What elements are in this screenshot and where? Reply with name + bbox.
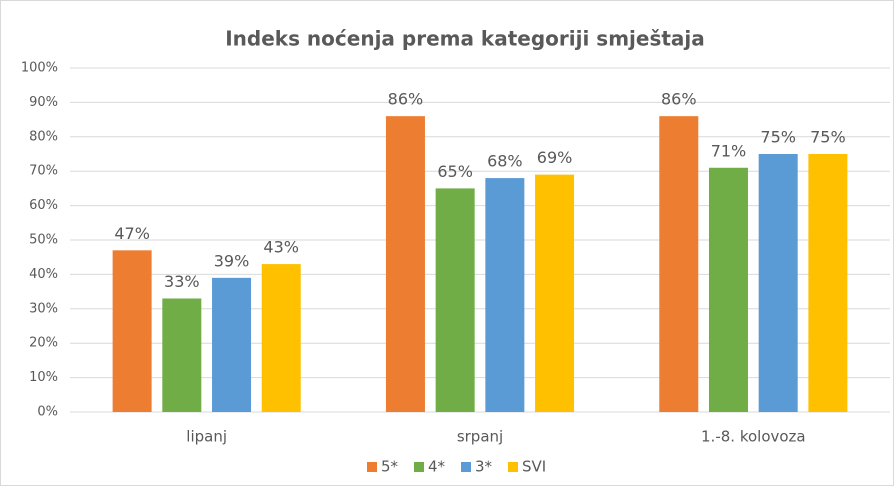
legend-swatch <box>414 462 424 472</box>
y-tick-label: 40% <box>29 267 58 282</box>
bar <box>485 178 525 412</box>
y-tick-label: 60% <box>29 198 58 213</box>
x-tick-label: lipanj <box>186 428 227 446</box>
value-label: 43% <box>263 238 299 257</box>
y-tick-label: 10% <box>29 370 58 385</box>
bar <box>708 167 748 412</box>
y-tick-label: 90% <box>29 95 58 110</box>
bar <box>112 250 152 412</box>
legend-label: 5* <box>381 458 399 476</box>
bar <box>435 188 475 412</box>
value-label: 69% <box>537 148 573 167</box>
legend-label: 3* <box>475 458 493 476</box>
chart-title: Indeks noćenja prema kategoriji smještaj… <box>225 27 705 51</box>
value-label: 68% <box>487 152 523 171</box>
value-label: 86% <box>661 90 697 109</box>
y-tick-label: 70% <box>29 164 58 179</box>
x-tick-label: srpanj <box>457 428 503 446</box>
y-tick-label: 20% <box>29 336 58 351</box>
legend-label: 4* <box>428 458 446 476</box>
value-label: 75% <box>810 128 846 147</box>
bar <box>535 174 575 412</box>
value-label: 65% <box>437 162 473 181</box>
legend-swatch <box>367 462 377 472</box>
bar <box>659 116 699 412</box>
bar <box>162 298 202 412</box>
value-label: 71% <box>711 141 747 160</box>
y-tick-label: 0% <box>37 405 58 420</box>
legend-swatch <box>461 462 471 472</box>
value-label: 47% <box>114 224 150 243</box>
bar <box>385 116 425 412</box>
legend-label: SVI <box>522 458 546 476</box>
value-label: 33% <box>164 272 200 291</box>
bar <box>261 264 301 412</box>
y-tick-label: 50% <box>29 233 58 248</box>
value-label: 39% <box>214 251 250 270</box>
y-tick-label: 30% <box>29 301 58 316</box>
y-tick-label: 100% <box>21 61 58 76</box>
bar <box>808 154 848 412</box>
value-label: 75% <box>760 128 796 147</box>
bar <box>212 277 252 412</box>
y-tick-label: 80% <box>29 129 58 144</box>
bar <box>758 154 798 412</box>
value-label: 86% <box>388 90 424 109</box>
x-tick-label: 1.-8. kolovoza <box>701 428 806 446</box>
legend-swatch <box>508 462 518 472</box>
